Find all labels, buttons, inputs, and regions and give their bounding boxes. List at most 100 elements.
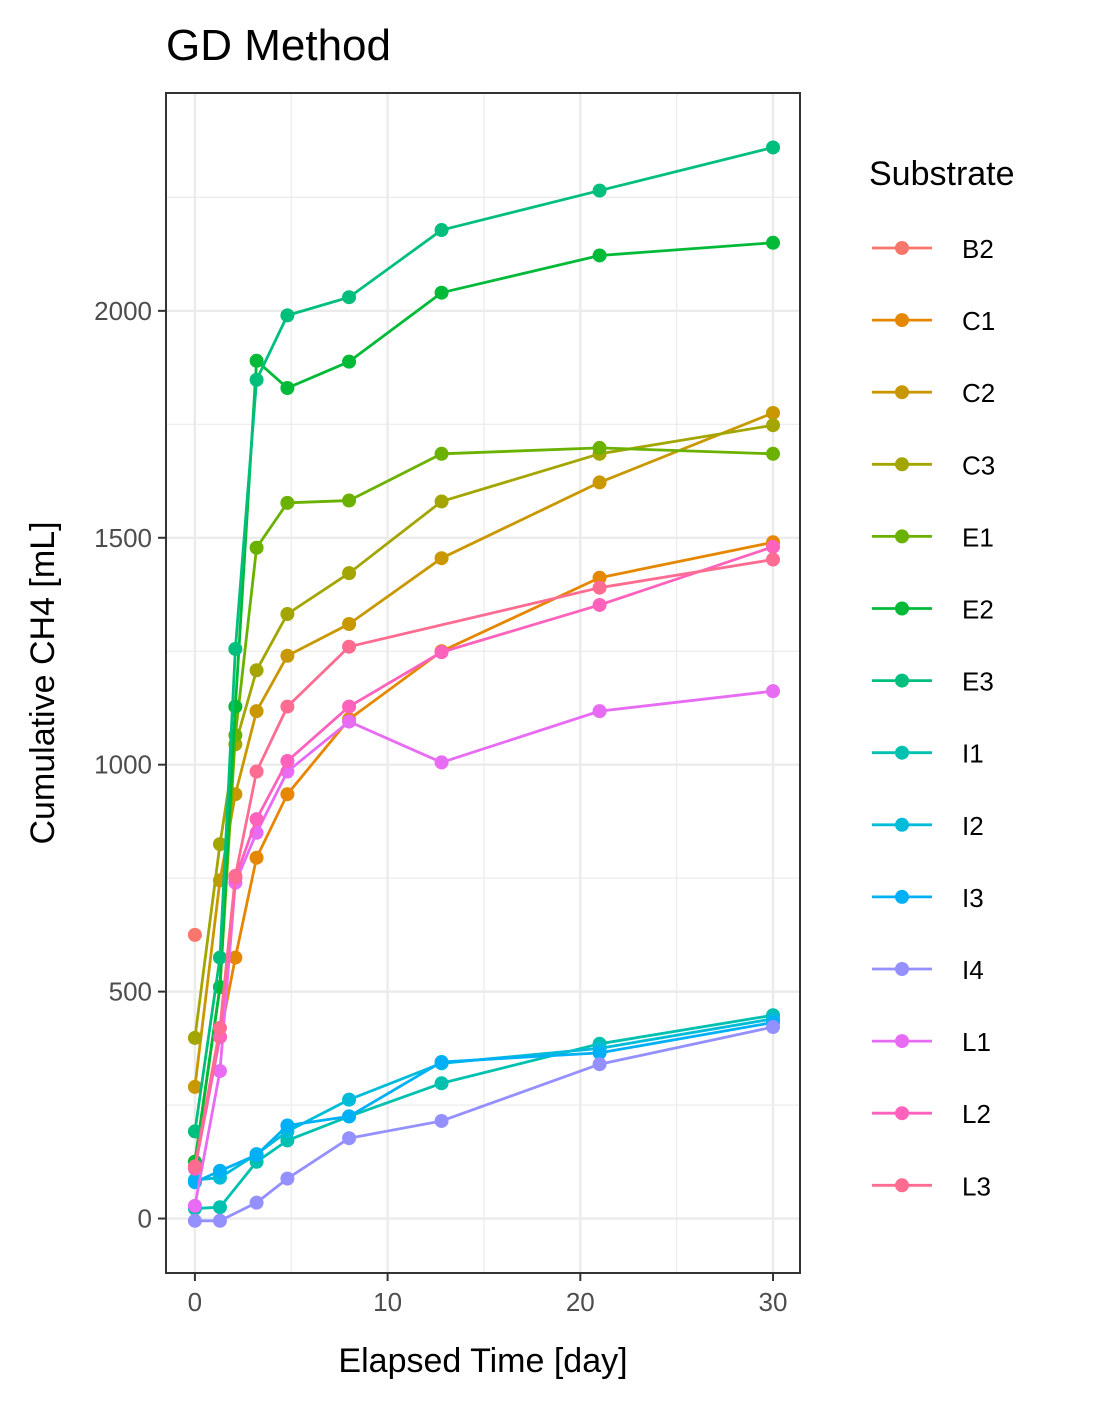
data-point bbox=[434, 223, 449, 238]
data-point bbox=[187, 1213, 202, 1228]
legend-key-point bbox=[895, 529, 909, 544]
legend: Substrate B2 C1 C2 C3 E1 E2 E3 I1 I2 I3 I4 L1 L2 L3 bbox=[869, 155, 1015, 1201]
data-point bbox=[434, 446, 449, 461]
y-tick-label: 500 bbox=[109, 977, 152, 1007]
data-point bbox=[212, 1163, 227, 1178]
legend-key-point bbox=[895, 457, 909, 472]
data-point bbox=[280, 1118, 295, 1133]
data-point bbox=[228, 641, 243, 656]
legend-label: I3 bbox=[962, 883, 984, 913]
data-point bbox=[592, 570, 607, 585]
data-point bbox=[212, 1213, 227, 1228]
legend-key-point bbox=[895, 673, 909, 688]
data-point bbox=[592, 1057, 607, 1072]
series-l3 bbox=[187, 552, 781, 1174]
legend-item-i2: I2 bbox=[872, 811, 984, 841]
y-tick-label: 1000 bbox=[94, 750, 152, 780]
data-point bbox=[280, 495, 295, 510]
x-axis-title: Elapsed Time [day] bbox=[338, 1342, 627, 1380]
legend-items: B2 C1 C2 C3 E1 E2 E3 I1 I2 I3 I4 L1 L2 L3 bbox=[872, 234, 995, 1201]
data-point bbox=[280, 1171, 295, 1186]
data-point bbox=[342, 699, 357, 714]
data-point bbox=[212, 950, 227, 965]
chart-title: GD Method bbox=[166, 21, 391, 70]
data-point bbox=[249, 663, 264, 678]
legend-label: E3 bbox=[962, 667, 994, 697]
legend-key-point bbox=[895, 385, 909, 400]
data-point bbox=[434, 1113, 449, 1128]
legend-item-l2: L2 bbox=[872, 1099, 991, 1129]
legend-item-c1: C1 bbox=[872, 306, 995, 336]
data-point bbox=[249, 372, 264, 387]
x-axis: 0 10 20 30 bbox=[188, 1273, 787, 1317]
data-point bbox=[280, 607, 295, 622]
data-point bbox=[766, 235, 781, 250]
legend-key-point bbox=[895, 601, 909, 616]
y-axis: 0 500 1000 1500 2000 bbox=[94, 296, 166, 1234]
legend-key-point bbox=[895, 962, 909, 976]
data-point bbox=[187, 1124, 202, 1139]
legend-item-c2: C2 bbox=[872, 378, 995, 408]
data-point bbox=[249, 764, 264, 779]
data-point bbox=[249, 1148, 264, 1162]
data-point bbox=[187, 1030, 202, 1045]
legend-key-point bbox=[895, 241, 909, 255]
data-point bbox=[592, 704, 607, 719]
data-point bbox=[280, 787, 295, 802]
data-point bbox=[212, 1020, 227, 1035]
y-tick-label: 0 bbox=[138, 1204, 152, 1234]
x-tick-label: 0 bbox=[188, 1287, 202, 1317]
legend-label: C2 bbox=[962, 378, 995, 408]
data-point bbox=[187, 1159, 202, 1174]
data-point bbox=[342, 714, 357, 729]
data-point bbox=[212, 837, 227, 852]
legend-label: I2 bbox=[962, 811, 984, 841]
legend-item-l1: L1 bbox=[872, 1027, 991, 1057]
data-point bbox=[228, 950, 243, 965]
legend-key-point bbox=[895, 1034, 909, 1049]
data-point bbox=[187, 927, 202, 942]
legend-label: E2 bbox=[962, 595, 994, 625]
legend-item-i3: I3 bbox=[872, 883, 984, 913]
data-point bbox=[434, 1054, 449, 1069]
series-l1 bbox=[187, 684, 781, 1213]
grid-minor bbox=[166, 93, 800, 1273]
data-point bbox=[592, 597, 607, 612]
data-point bbox=[342, 617, 357, 631]
series-i3 bbox=[187, 1015, 781, 1190]
data-point bbox=[280, 699, 295, 714]
data-point bbox=[766, 418, 781, 433]
data-point bbox=[766, 1020, 781, 1035]
data-point bbox=[212, 1200, 227, 1215]
data-point bbox=[592, 440, 607, 455]
legend-item-c3: C3 bbox=[872, 450, 995, 480]
data-point bbox=[766, 140, 781, 155]
data-point bbox=[249, 540, 264, 555]
data-point bbox=[342, 493, 357, 508]
data-point bbox=[280, 754, 295, 769]
series-layer bbox=[187, 140, 781, 1228]
data-point bbox=[249, 1195, 264, 1210]
data-point bbox=[228, 699, 243, 714]
data-point bbox=[342, 290, 357, 305]
legend-label: E1 bbox=[962, 522, 994, 552]
y-tick-label: 1500 bbox=[94, 523, 152, 553]
data-point bbox=[212, 1064, 227, 1079]
data-point bbox=[342, 354, 357, 369]
legend-label: L1 bbox=[962, 1027, 991, 1057]
legend-key-point bbox=[895, 745, 909, 760]
data-point bbox=[228, 868, 243, 883]
legend-key-point bbox=[895, 817, 909, 832]
data-point bbox=[592, 248, 607, 263]
x-tick-label: 20 bbox=[566, 1287, 595, 1317]
legend-item-i1: I1 bbox=[872, 739, 984, 769]
data-point bbox=[766, 552, 781, 567]
series-line-l3 bbox=[193, 558, 774, 1167]
data-point bbox=[434, 645, 449, 660]
y-axis-title: Cumulative CH4 [mL] bbox=[24, 521, 62, 844]
legend-item-e2: E2 bbox=[872, 595, 994, 625]
legend-item-e3: E3 bbox=[872, 667, 994, 697]
legend-label: C3 bbox=[962, 450, 995, 480]
data-point bbox=[766, 539, 781, 554]
